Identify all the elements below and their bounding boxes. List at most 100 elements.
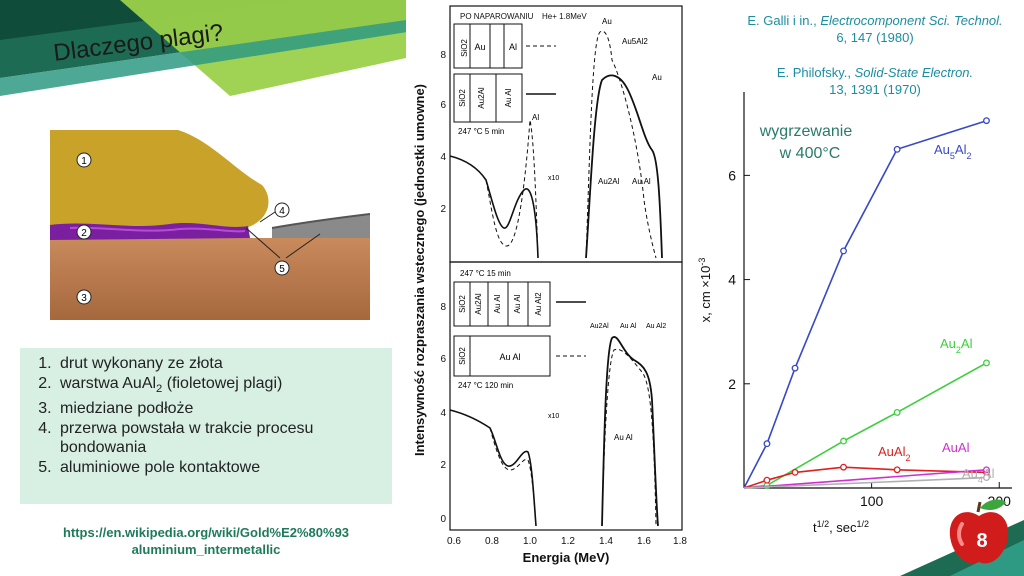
callout-2: 2 — [76, 224, 92, 240]
data-point-AuAl2 — [840, 463, 847, 471]
header-decoration — [0, 0, 420, 96]
chart-title-line1: wygrzewanie — [759, 123, 853, 140]
svg-text:Au4Al: Au4Al — [962, 466, 995, 485]
x-tick-label: 100 — [860, 493, 884, 509]
svg-text:Al: Al — [532, 113, 539, 122]
svg-text:1.0: 1.0 — [523, 536, 537, 547]
legend-item-5: aluminiowe pole kontaktowe — [56, 458, 392, 478]
svg-text:Au2Al: Au2Al — [590, 323, 609, 330]
svg-text:He+ 1.8MeV: He+ 1.8MeV — [542, 12, 587, 21]
data-point-Au5Al2 — [983, 117, 990, 125]
data-point-Au2Al — [840, 437, 847, 445]
page-number: 8 — [976, 530, 988, 552]
series-line-Au2Al — [743, 362, 987, 489]
chart-title-line2: w 400°C — [779, 145, 841, 162]
purple-plague-layer — [50, 223, 250, 240]
svg-text:Au5Al2: Au5Al2 — [622, 37, 648, 46]
series-line-Au4Al — [743, 476, 987, 489]
data-point-AuAl2 — [791, 468, 799, 476]
data-point-Au5Al2 — [763, 440, 771, 448]
series-labels: Au5Al2 Au2Al AuAl2 AuAl Au4Al — [878, 142, 995, 485]
svg-text:SiO2: SiO2 — [458, 295, 467, 313]
svg-text:1.4: 1.4 — [599, 536, 613, 547]
svg-text:Au2Al: Au2Al — [598, 177, 620, 186]
svg-text:247 °C 120 min: 247 °C 120 min — [458, 381, 513, 390]
svg-text:Au: Au — [602, 17, 612, 26]
apple-icon — [949, 499, 1009, 564]
svg-text:0: 0 — [440, 514, 446, 525]
wire-bond-diagram: 1 2 3 4 5 — [50, 130, 370, 320]
chart-ylabel: x, cm ×10-3 — [697, 258, 713, 323]
data-point-Au2Al — [893, 408, 901, 416]
svg-text:SiO2: SiO2 — [458, 89, 467, 107]
svg-text:Au2Al: Au2Al — [477, 87, 486, 109]
svg-text:1.8: 1.8 — [673, 536, 687, 547]
svg-text:AuAl: AuAl — [942, 440, 970, 455]
callout-3: 3 — [76, 289, 92, 305]
svg-text:1: 1 — [81, 156, 87, 167]
data-point-Au5Al2 — [791, 364, 799, 372]
data-point-Au5Al2 — [840, 247, 847, 255]
series-line-Au5Al2 — [743, 119, 987, 489]
svg-text:5: 5 — [279, 264, 285, 275]
source-link[interactable]: https://en.wikipedia.org/wiki/Gold%E2%80… — [62, 525, 350, 557]
aluminum-pad — [272, 214, 370, 238]
series-line-AuAl2 — [743, 466, 987, 489]
data-point-Au5Al2 — [893, 145, 901, 153]
rbs-xlabel: Energia (MeV) — [523, 550, 610, 565]
svg-text:SiO2: SiO2 — [458, 347, 467, 365]
series-line-AuAl — [743, 469, 987, 489]
svg-text:Au Al: Au Al — [632, 177, 651, 186]
svg-text:1.2: 1.2 — [561, 536, 575, 547]
legend-item-1: drut wykonany ze złota — [56, 354, 392, 374]
svg-text:Au5Al2: Au5Al2 — [934, 142, 972, 161]
svg-text:Au Al: Au Al — [614, 433, 633, 442]
svg-text:0.6: 0.6 — [447, 536, 461, 547]
svg-text:Au: Au — [652, 73, 662, 82]
svg-text:247 °C 5 min: 247 °C 5 min — [458, 127, 504, 136]
svg-text:8: 8 — [440, 302, 446, 313]
callout-5: 5 — [274, 260, 290, 276]
y-tick-label: 2 — [728, 376, 736, 392]
data-point-AuAl — [983, 466, 990, 474]
chart-xlabel: t1/2, sec1/2 — [813, 519, 869, 535]
svg-text:2: 2 — [81, 228, 87, 239]
callout-1: 1 — [76, 152, 92, 168]
svg-text:Au Al: Au Al — [620, 323, 637, 330]
callout-4: 4 — [274, 202, 290, 218]
reference-1: E. Galli i in., Electrocomponent Sci. Te… — [747, 13, 1003, 45]
svg-text:4: 4 — [440, 408, 446, 419]
legend-item-3: miedziane podłoże — [56, 399, 392, 419]
svg-text:Au Al: Au Al — [504, 88, 513, 107]
svg-text:Au2Al: Au2Al — [474, 293, 483, 315]
svg-text:SiO2: SiO2 — [460, 39, 469, 57]
data-point-AuAl2 — [763, 476, 771, 484]
data-point-AuAl2 — [893, 466, 901, 474]
svg-text:2: 2 — [440, 460, 446, 471]
legend-box: drut wykonany ze złota warstwa AuAl2 (fi… — [20, 348, 392, 504]
y-tick-label: 4 — [728, 272, 736, 288]
svg-text:Au: Au — [474, 42, 485, 52]
growth-chart: 246100200 wygrzewanie w 400°C x, cm ×10-… — [697, 92, 1012, 535]
data-point-Au4Al — [983, 474, 990, 482]
svg-text:Au2Al: Au2Al — [940, 336, 973, 355]
svg-text:2: 2 — [440, 204, 446, 215]
rbs-bottom-panel — [449, 261, 683, 531]
svg-text:Au Al: Au Al — [513, 294, 522, 313]
svg-text:x10: x10 — [548, 413, 559, 420]
rbs-ylabel: Intensywność rozpraszania wstecznego (je… — [412, 84, 427, 456]
svg-text:4: 4 — [440, 152, 446, 163]
svg-text:4: 4 — [279, 206, 285, 217]
svg-text:x10: x10 — [548, 175, 559, 182]
svg-text:6: 6 — [440, 100, 446, 111]
svg-text:247 °C 15 min: 247 °C 15 min — [460, 269, 511, 278]
svg-text:AuAl2: AuAl2 — [878, 444, 910, 463]
y-tick-label: 6 — [728, 167, 736, 183]
svg-text:Al: Al — [509, 42, 517, 52]
gold-wire — [50, 130, 269, 230]
svg-text:1.6: 1.6 — [637, 536, 651, 547]
svg-text:0.8: 0.8 — [485, 536, 499, 547]
svg-text:Au Al2: Au Al2 — [646, 323, 666, 330]
svg-text:Au Al: Au Al — [493, 294, 502, 313]
legend-item-4: przerwa powstała w trakcie procesu bondo… — [56, 419, 392, 458]
